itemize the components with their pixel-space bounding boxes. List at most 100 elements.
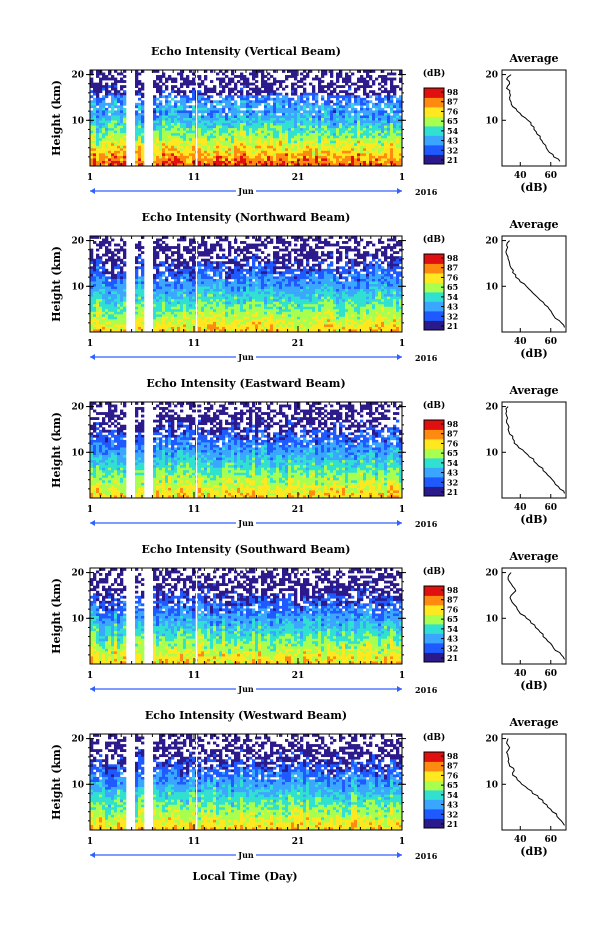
heatmap-cell [114, 307, 117, 310]
heatmap-cell [264, 322, 267, 325]
heatmap-cell [174, 317, 177, 320]
heatmap-cell [174, 271, 177, 274]
heatmap-cell [138, 93, 141, 96]
heatmap-cell [135, 271, 138, 274]
heatmap-cell [120, 80, 123, 83]
heatmap-cell [99, 289, 102, 292]
heatmap-cell [123, 254, 126, 257]
heatmap-cell [372, 146, 375, 149]
heatmap-cell [210, 261, 213, 264]
heatmap-cell [192, 131, 195, 134]
heatmap-cell [390, 110, 393, 113]
heatmap-cell [246, 309, 249, 312]
heatmap-cell [153, 266, 156, 269]
heatmap-cell [201, 158, 204, 161]
heatmap-cell [327, 121, 330, 124]
heatmap-cell [294, 133, 297, 136]
heatmap-cell [93, 83, 96, 86]
heatmap-cell [108, 105, 111, 108]
heatmap-cell [108, 143, 111, 146]
heatmap-cell [225, 95, 228, 98]
heatmap-cell [246, 289, 249, 292]
heatmap-cell [135, 324, 138, 327]
heatmap-cell [99, 292, 102, 295]
heatmap-cell [180, 304, 183, 307]
heatmap-cell [168, 271, 171, 274]
heatmap-cell [216, 153, 219, 156]
heatmap-cell [216, 151, 219, 154]
heatmap-cell [141, 261, 144, 264]
heatmap-cell [387, 148, 390, 151]
heatmap-cell [273, 284, 276, 287]
heatmap-cell [252, 266, 255, 269]
heatmap-cell [111, 95, 114, 98]
heatmap-cell [216, 312, 219, 315]
heatmap-cell [369, 143, 372, 146]
heatmap-cell [123, 309, 126, 312]
heatmap-cell [333, 153, 336, 156]
heatmap-cell [384, 118, 387, 121]
heatmap-cell [219, 244, 222, 247]
heatmap-cell [240, 251, 243, 254]
heatmap-cell [306, 93, 309, 96]
heatmap-cell [291, 73, 294, 76]
heatmap-cell [330, 138, 333, 141]
heatmap-cell [99, 287, 102, 290]
heatmap-cell [228, 244, 231, 247]
heatmap-cell [204, 281, 207, 284]
heatmap-cell [99, 158, 102, 161]
heatmap-cell [255, 128, 258, 131]
heatmap-cell [171, 143, 174, 146]
heatmap-cell [192, 133, 195, 136]
heatmap-cell [198, 100, 201, 103]
heatmap-cell [114, 266, 117, 269]
heatmap-cell [192, 276, 195, 279]
heatmap-cell [123, 131, 126, 134]
heatmap-cell [249, 108, 252, 111]
heatmap-cell [159, 279, 162, 282]
heatmap-cell [234, 146, 237, 149]
heatmap-cell [198, 133, 201, 136]
heatmap-cell [342, 95, 345, 98]
heatmap-cell [186, 324, 189, 327]
heatmap-cell [378, 98, 381, 101]
heatmap-cell [357, 88, 360, 91]
heatmap-cell [288, 156, 291, 159]
heatmap-cell [105, 75, 108, 78]
heatmap-cell [282, 88, 285, 91]
heatmap-cell [189, 105, 192, 108]
heatmap-cell [165, 143, 168, 146]
heatmap-cell [306, 103, 309, 106]
heatmap-cell [171, 276, 174, 279]
heatmap-cell [237, 131, 240, 134]
heatmap-cell [336, 78, 339, 81]
heatmap-cell [252, 133, 255, 136]
heatmap-cell [249, 128, 252, 131]
heatmap-cell [186, 271, 189, 274]
heatmap-cell [384, 153, 387, 156]
heatmap-cell [294, 121, 297, 124]
heatmap-cell [327, 133, 330, 136]
heatmap-cell [111, 279, 114, 282]
heatmap-cell [231, 314, 234, 317]
heatmap-cell [108, 90, 111, 93]
heatmap-cell [261, 269, 264, 272]
heatmap-cell [258, 156, 261, 159]
heatmap-cell [273, 246, 276, 249]
heatmap-cell [114, 148, 117, 151]
heatmap-cell [375, 121, 378, 124]
heatmap-cell [366, 83, 369, 86]
heatmap-cell [291, 115, 294, 118]
heatmap-cell [174, 148, 177, 151]
heatmap-cell [294, 151, 297, 154]
heatmap-cell [249, 103, 252, 106]
heatmap-cell [117, 131, 120, 134]
heatmap-cell [120, 115, 123, 118]
heatmap-cell [183, 126, 186, 129]
heatmap-cell [360, 143, 363, 146]
heatmap-cell [393, 136, 396, 139]
heatmap-cell [291, 138, 294, 141]
heatmap-cell [258, 239, 261, 242]
heatmap-cell [243, 241, 246, 244]
heatmap-cell [96, 256, 99, 259]
